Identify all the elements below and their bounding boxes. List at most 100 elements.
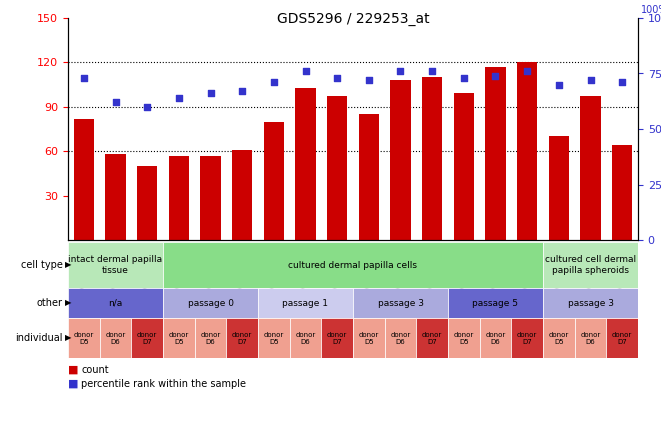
Bar	[549, 136, 569, 240]
Text: donor
D5: donor D5	[74, 332, 94, 344]
Point	[237, 88, 247, 95]
Bar	[327, 96, 348, 240]
Text: ■: ■	[68, 379, 79, 389]
Text: ▶: ▶	[65, 299, 72, 308]
Point	[395, 68, 406, 75]
Point	[490, 72, 501, 79]
Text: donor
D6: donor D6	[200, 332, 221, 344]
Bar	[353, 288, 448, 318]
Bar	[390, 80, 410, 240]
Bar	[163, 318, 195, 358]
Point	[142, 103, 153, 110]
Bar	[195, 318, 226, 358]
Bar	[73, 118, 94, 240]
Point	[110, 99, 121, 106]
Bar	[258, 288, 353, 318]
Point	[427, 68, 438, 75]
Text: cell type: cell type	[20, 260, 63, 270]
Text: donor
D6: donor D6	[295, 332, 315, 344]
Bar	[321, 318, 353, 358]
Point	[459, 74, 469, 81]
Bar	[200, 156, 221, 240]
Point	[553, 81, 564, 88]
Text: donor
D6: donor D6	[485, 332, 506, 344]
Text: 100%: 100%	[641, 5, 661, 15]
Text: donor
D7: donor D7	[422, 332, 442, 344]
Bar	[543, 318, 574, 358]
Bar	[416, 318, 448, 358]
Bar	[232, 150, 253, 240]
Point	[332, 74, 342, 81]
Text: count: count	[81, 365, 109, 375]
Bar	[512, 318, 543, 358]
Bar	[453, 93, 474, 240]
Point	[300, 68, 311, 75]
Point	[174, 94, 184, 101]
Text: individual: individual	[15, 333, 63, 343]
Bar	[448, 318, 480, 358]
Bar	[169, 156, 189, 240]
Text: donor
D7: donor D7	[517, 332, 537, 344]
Bar	[226, 318, 258, 358]
Bar	[543, 288, 638, 318]
Bar	[485, 67, 506, 240]
Bar	[290, 318, 321, 358]
Text: donor
D5: donor D5	[549, 332, 569, 344]
Text: n/a: n/a	[108, 299, 123, 308]
Bar	[385, 318, 416, 358]
Text: donor
D6: donor D6	[105, 332, 126, 344]
Text: ■: ■	[68, 365, 79, 375]
Bar	[448, 288, 543, 318]
Text: donor
D5: donor D5	[453, 332, 474, 344]
Text: donor
D5: donor D5	[264, 332, 284, 344]
Bar	[163, 242, 543, 288]
Text: donor
D6: donor D6	[580, 332, 601, 344]
Text: donor
D7: donor D7	[137, 332, 157, 344]
Bar	[353, 318, 385, 358]
Bar	[295, 88, 316, 240]
Point	[268, 79, 279, 86]
Point	[364, 77, 374, 84]
Text: donor
D7: donor D7	[612, 332, 633, 344]
Point	[585, 77, 596, 84]
Point	[205, 90, 215, 97]
Text: GDS5296 / 229253_at: GDS5296 / 229253_at	[277, 12, 429, 26]
Bar	[68, 318, 100, 358]
Bar	[480, 318, 512, 358]
Text: donor
D5: donor D5	[169, 332, 189, 344]
Text: ▶: ▶	[65, 261, 72, 269]
Bar	[580, 96, 601, 240]
Bar	[612, 145, 633, 240]
Bar	[543, 242, 638, 288]
Bar	[100, 318, 132, 358]
Point	[617, 79, 627, 86]
Bar	[517, 63, 537, 240]
Bar	[606, 318, 638, 358]
Text: passage 3: passage 3	[568, 299, 613, 308]
Text: passage 3: passage 3	[377, 299, 424, 308]
Bar	[68, 288, 163, 318]
Bar	[68, 242, 163, 288]
Bar	[574, 318, 606, 358]
Text: donor
D7: donor D7	[232, 332, 253, 344]
Text: intact dermal papilla
tissue: intact dermal papilla tissue	[69, 255, 163, 275]
Text: donor
D7: donor D7	[327, 332, 347, 344]
Text: other: other	[36, 298, 63, 308]
Bar	[132, 318, 163, 358]
Bar	[105, 154, 126, 240]
Bar	[137, 166, 157, 240]
Bar	[422, 77, 442, 240]
Text: donor
D6: donor D6	[391, 332, 410, 344]
Text: passage 5: passage 5	[473, 299, 518, 308]
Text: cultured dermal papilla cells: cultured dermal papilla cells	[288, 261, 418, 269]
Text: cultured cell dermal
papilla spheroids: cultured cell dermal papilla spheroids	[545, 255, 636, 275]
Bar	[163, 288, 258, 318]
Bar	[264, 121, 284, 240]
Bar	[258, 318, 290, 358]
Point	[79, 74, 89, 81]
Point	[522, 68, 533, 75]
Text: passage 0: passage 0	[188, 299, 233, 308]
Text: percentile rank within the sample: percentile rank within the sample	[81, 379, 246, 389]
Text: donor
D5: donor D5	[359, 332, 379, 344]
Text: ▶: ▶	[65, 333, 72, 343]
